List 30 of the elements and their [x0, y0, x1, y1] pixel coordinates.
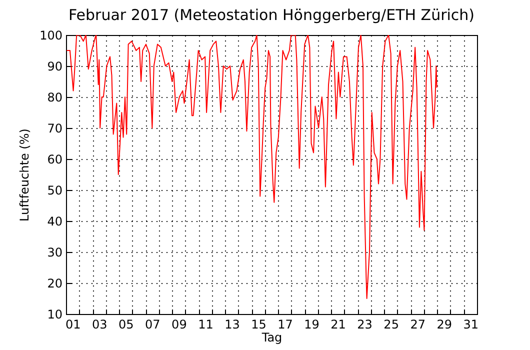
- y-tick-label: 100: [40, 28, 62, 42]
- x-tick-label: 09: [172, 318, 187, 332]
- x-tick-label: 03: [92, 318, 108, 332]
- x-tick-label: 01: [65, 318, 81, 332]
- y-tick-label: 80: [47, 90, 62, 104]
- y-tick-label: 70: [47, 122, 62, 136]
- y-tick-label: 30: [47, 246, 62, 260]
- y-tick-label: 10: [47, 308, 62, 322]
- x-tick-label: 15: [251, 318, 266, 332]
- x-tick-label: 25: [384, 318, 399, 332]
- y-tick-label: 60: [47, 152, 62, 166]
- x-tick-label: 19: [304, 318, 320, 332]
- y-tick-label: 90: [47, 60, 62, 74]
- x-tick-label: 17: [278, 318, 293, 332]
- x-tick-label: 29: [436, 318, 452, 332]
- y-axis-title: Luftfeuchte (%): [18, 128, 32, 222]
- x-tick-label: 23: [357, 318, 372, 332]
- x-tick-label: 05: [118, 318, 134, 332]
- x-axis-title: Tag: [260, 330, 282, 344]
- y-tick-label: 20: [47, 276, 62, 290]
- chart-title: Februar 2017 (Meteostation Hönggerberg/ETH Zürich): [68, 6, 475, 24]
- x-tick-label: 31: [463, 318, 479, 332]
- x-tick-label: 13: [224, 318, 240, 332]
- y-tick-label: 50: [47, 184, 62, 198]
- line-series: [66, 35, 438, 299]
- x-tick-label: 11: [198, 318, 214, 332]
- y-tick-label: 40: [47, 214, 62, 228]
- x-tick-label: 07: [145, 318, 160, 332]
- x-tick-label: 21: [330, 318, 346, 332]
- x-tick-label: 27: [410, 318, 426, 332]
